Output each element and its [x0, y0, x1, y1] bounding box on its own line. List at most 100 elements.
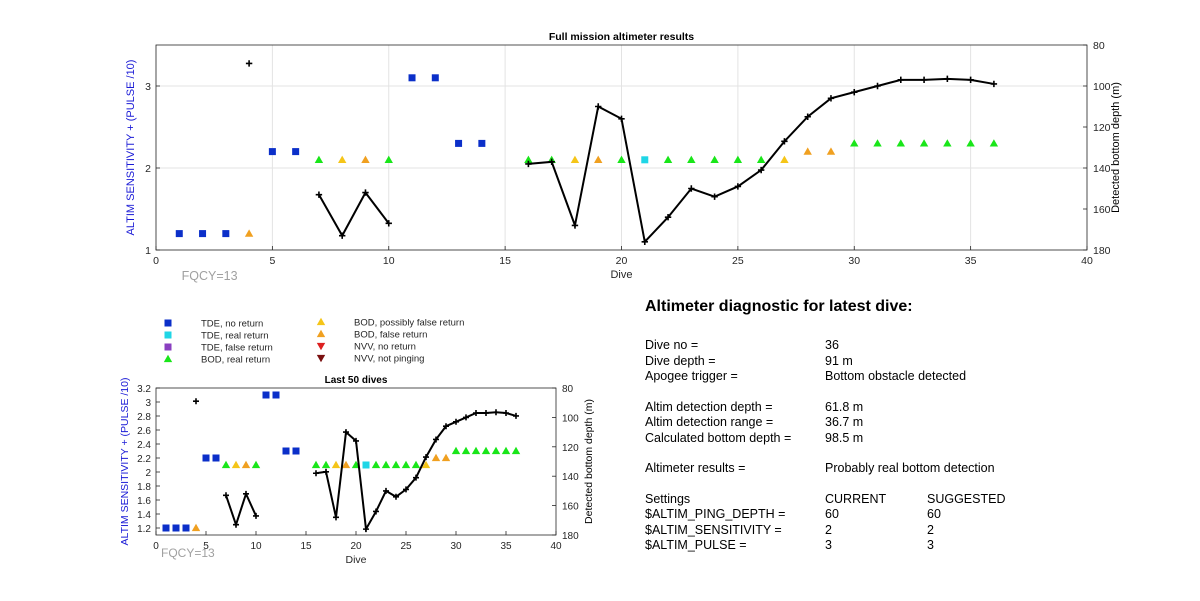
sensitivity-label: $ALTIM_SENSITIVITY =: [645, 522, 782, 537]
tde-no-return-marker: [292, 148, 300, 156]
y2-axis-label: Detected bottom depth (m): [583, 399, 595, 524]
detection-depth-label: Altim detection depth =: [645, 399, 773, 414]
y-tick-label: 1.4: [137, 510, 151, 521]
legend-nvv-not-pinging-marker: [316, 354, 326, 363]
legend-tde-real-return-label: TDE, real return: [201, 331, 269, 342]
tde-no-return-marker: [162, 524, 170, 532]
bod-real-return-marker: [391, 460, 401, 469]
tde-no-return-marker: [431, 74, 439, 82]
bottom-depth-line: [318, 190, 390, 238]
bottom-depth-point: [463, 414, 469, 421]
bod-real-return-marker: [491, 446, 501, 455]
bod-real-return-marker: [896, 139, 905, 147]
tde-no-return-marker: [175, 230, 183, 238]
bod-real-return-marker: [617, 155, 626, 163]
y-tick-label: 2.8: [137, 412, 151, 423]
bod-false-return-marker: [594, 155, 603, 163]
tde-no-return-marker: [455, 139, 463, 147]
x-axis-label: Dive: [345, 554, 366, 566]
legend-bod-false-return-label: BOD, false return: [354, 330, 427, 341]
y-tick-label: 2: [145, 163, 151, 175]
dive-depth-label: Dive depth =: [645, 353, 716, 368]
y2-tick-label: 140: [562, 472, 579, 483]
bottom-depth-point: [874, 82, 881, 90]
apogee-trigger-label: Apogee trigger =: [645, 369, 738, 383]
legend-bod-possibly-false-label: BOD, possibly false return: [354, 318, 464, 329]
bod-real-return-marker: [221, 460, 231, 469]
y2-tick-label: 160: [562, 502, 579, 513]
pulse-current: 3: [825, 538, 832, 552]
chart-title: Full mission altimeter results: [549, 31, 694, 43]
y-tick-label: 2: [145, 468, 151, 479]
bottom-depth-point: [525, 160, 532, 168]
detection-depth-value: 61.8 m: [825, 399, 864, 414]
bod-possibly-false-marker: [331, 460, 341, 469]
bottom-depth-point: [243, 490, 249, 497]
bottom-depth-point: [990, 80, 998, 88]
x-tick-label: 15: [499, 255, 511, 267]
pulse-label: $ALTIM_PULSE =: [645, 538, 747, 552]
detection-range-value: 36.7 m: [825, 415, 864, 429]
dive-no-value: 36: [825, 338, 839, 352]
bottom-depth-point: [333, 514, 339, 521]
y-axis-label: ALTIM SENSITIVITY + (PULSE /10): [119, 378, 131, 546]
legend-nvv-not-pinging-label: NVV, not pinging: [354, 354, 424, 365]
tde-no-return-marker: [292, 447, 300, 455]
bottom-depth-point: [920, 76, 928, 84]
bod-false-return-marker: [826, 147, 836, 155]
bottom-depth-point: [804, 113, 811, 120]
bottom-depth-point: [323, 468, 329, 475]
bod-false-return-marker: [361, 155, 370, 163]
bod-possibly-false-marker: [780, 155, 789, 163]
tde-no-return-marker: [199, 230, 207, 238]
bod-real-return-marker: [733, 155, 743, 163]
sensitivity-suggested: 2: [927, 522, 934, 537]
y-tick-label: 1.2: [137, 524, 151, 535]
bottom-depth-point: [362, 189, 369, 196]
y-tick-label: 3: [145, 81, 151, 93]
bod-false-return-marker: [441, 453, 451, 462]
bod-real-return-marker: [501, 446, 511, 455]
tde-no-return-marker: [478, 139, 486, 147]
bod-real-return-marker: [756, 155, 766, 163]
diagnostic-panel: Altimeter diagnostic for latest dive: Di…: [645, 298, 1085, 554]
bottom-depth-point: [393, 493, 399, 500]
x-tick-label: 15: [300, 541, 312, 552]
y-tick-label: 1.6: [137, 496, 151, 507]
bottom-depth-point: [483, 409, 489, 416]
bod-real-return-marker: [511, 446, 521, 455]
legend-bod-real-return-marker: [163, 354, 173, 363]
altimeter-results-value: Probably real bottom detection: [825, 461, 995, 475]
legend-bod-possibly-false-marker: [316, 317, 326, 326]
x-tick-label: 25: [732, 255, 744, 267]
x-tick-label: 0: [153, 255, 159, 267]
y2-tick-label: 140: [1093, 163, 1111, 175]
detection-range-label: Altim detection range =: [645, 415, 774, 429]
current-header: CURRENT: [825, 491, 887, 506]
bod-real-return-marker: [314, 155, 324, 163]
tde-no-return-marker: [408, 74, 416, 82]
y2-tick-label: 100: [562, 413, 579, 424]
y-tick-label: 1: [145, 245, 151, 257]
bottom-depth-point: [851, 88, 858, 96]
x-tick-label: 40: [550, 541, 562, 552]
bottom-depth-point: [193, 398, 199, 405]
bod-real-return-marker: [411, 460, 421, 469]
settings-header: Settings: [645, 491, 691, 506]
bod-real-return-marker: [471, 446, 481, 455]
legend-tde-no-return-label: TDE, no return: [201, 319, 263, 330]
legend-bod-false-return-marker: [316, 329, 326, 338]
bottom-depth-point: [363, 526, 369, 533]
tde-no-return-marker: [222, 230, 230, 238]
bottom-depth-point: [385, 220, 392, 227]
x-tick-label: 20: [350, 541, 362, 552]
x-tick-label: 10: [383, 255, 395, 267]
bod-real-return-marker: [321, 460, 331, 469]
bod-real-return-marker: [989, 139, 999, 147]
ping-depth-suggested: 60: [927, 507, 941, 521]
bod-real-return-marker: [401, 460, 411, 469]
bottom-depth-point: [781, 138, 788, 145]
legend-nvv-no-return-marker: [316, 342, 326, 351]
bod-real-return-marker: [381, 460, 391, 469]
bottom-depth-point: [313, 470, 319, 477]
